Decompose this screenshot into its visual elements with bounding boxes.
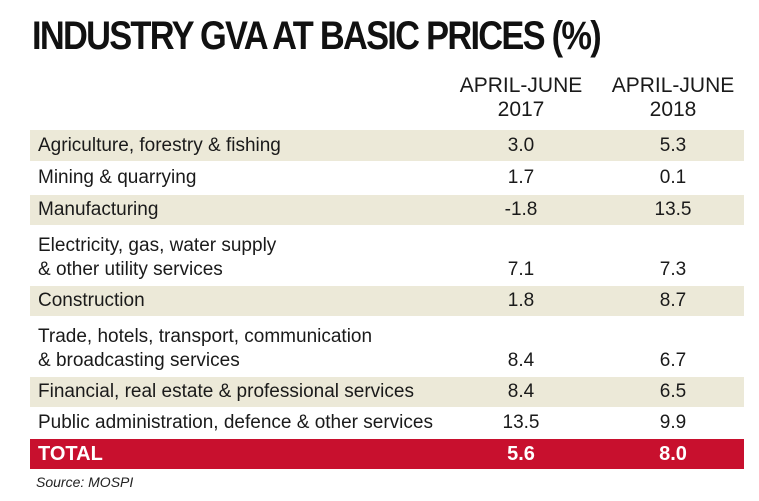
table-row: Manufacturing -1.8 13.5: [30, 195, 744, 225]
table-row: Electricity, gas, water supply & other ut…: [30, 227, 744, 285]
row-label: Mining & quarrying: [38, 166, 196, 190]
row-label-line: Electricity, gas, water supply: [38, 235, 277, 256]
row-label-line: Agriculture, forestry & fishing: [38, 135, 281, 156]
row-label: Financial, real estate & professional se…: [38, 380, 414, 404]
row-label-line: & other utility services: [38, 259, 223, 280]
source-note: Source: MOSPI: [36, 474, 134, 490]
row-label: Public administration, defence & other s…: [38, 411, 433, 435]
total-label: TOTAL: [38, 443, 103, 465]
row-label: Construction: [38, 289, 145, 313]
row-label: Electricity, gas, water supply & other ut…: [38, 234, 276, 282]
column-header-2017: APRIL-JUNE 2017: [446, 74, 596, 122]
value-2017: 3.0: [507, 135, 535, 156]
row-label: Trade, hotels, transport, communication &…: [38, 325, 372, 373]
table-row: Agriculture, forestry & fishing 3.0 5.3: [30, 130, 744, 161]
row-label: Manufacturing: [38, 198, 158, 222]
value-2017: 8.4: [507, 381, 535, 402]
row-label-line: Public administration, defence & other s…: [38, 412, 433, 433]
column-header-year: 2018: [649, 98, 697, 121]
table-row: Financial, real estate & professional se…: [30, 377, 744, 407]
row-label-line: Trade, hotels, transport, communication: [38, 326, 373, 347]
value-2017: 1.8: [507, 290, 535, 311]
total-value-2018: 8.0: [659, 443, 687, 465]
column-header-year: 2017: [497, 98, 545, 121]
chart-title: INDUSTRY GVA AT BASIC PRICES (%): [32, 14, 602, 58]
value-2018: 8.7: [659, 290, 687, 311]
row-label-line: Mining & quarrying: [38, 167, 197, 188]
value-2017: 13.5: [502, 412, 540, 433]
value-2017: -1.8: [504, 199, 538, 220]
row-label-line: Financial, real estate & professional se…: [38, 381, 414, 402]
value-2018: 13.5: [654, 199, 692, 220]
value-2018: 6.7: [659, 350, 687, 371]
column-header-line: APRIL-JUNE: [459, 74, 583, 97]
total-row: TOTAL 5.6 8.0: [30, 439, 744, 469]
row-label: Agriculture, forestry & fishing: [38, 134, 281, 158]
table-row: Trade, hotels, transport, communication &…: [30, 317, 744, 376]
value-2018: 9.9: [659, 412, 687, 433]
value-2018: 5.3: [659, 135, 687, 156]
value-2017: 1.7: [507, 167, 535, 188]
row-label-line: Manufacturing: [38, 199, 159, 220]
table-row: Public administration, defence & other s…: [30, 408, 744, 438]
column-header-line: APRIL-JUNE: [611, 74, 735, 97]
table-row: Mining & quarrying 1.7 0.1: [30, 163, 744, 193]
value-2018: 0.1: [659, 167, 687, 188]
table-row: Construction 1.8 8.7: [30, 286, 744, 316]
value-2018: 7.3: [659, 259, 687, 280]
row-label-line: & broadcasting services: [38, 350, 240, 371]
value-2017: 7.1: [507, 259, 535, 280]
row-label-line: Construction: [38, 290, 145, 311]
column-header-2018: APRIL-JUNE 2018: [598, 74, 748, 122]
value-2017: 8.4: [507, 350, 535, 371]
total-value-2017: 5.6: [507, 443, 535, 465]
value-2018: 6.5: [659, 381, 687, 402]
